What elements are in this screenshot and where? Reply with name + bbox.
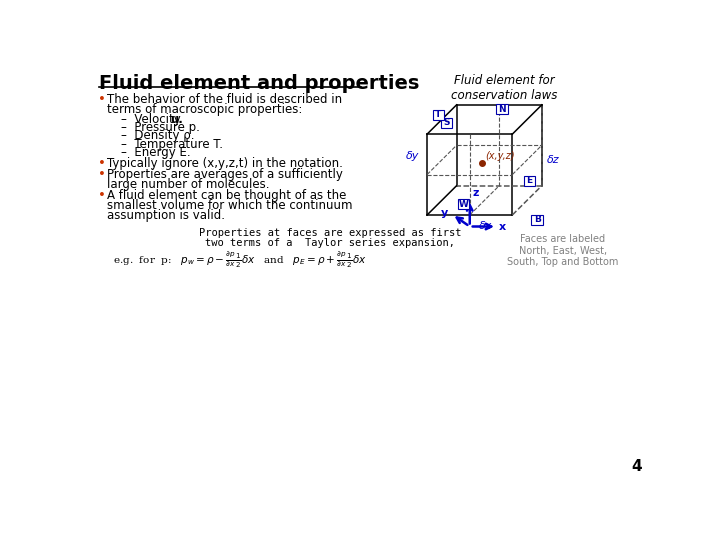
- Text: two terms of a  Taylor series expansion,: two terms of a Taylor series expansion,: [205, 238, 455, 248]
- Text: δz: δz: [546, 155, 559, 165]
- FancyBboxPatch shape: [458, 199, 469, 209]
- Text: δx: δx: [480, 221, 492, 231]
- Text: Properties at faces are expressed as first: Properties at faces are expressed as fir…: [199, 228, 462, 238]
- Text: S: S: [444, 118, 450, 127]
- Text: The behavior of the fluid is described in: The behavior of the fluid is described i…: [107, 92, 342, 105]
- Text: large number of molecules.: large number of molecules.: [107, 178, 269, 191]
- FancyBboxPatch shape: [433, 110, 444, 120]
- Text: •: •: [98, 189, 106, 202]
- FancyBboxPatch shape: [523, 176, 535, 186]
- FancyBboxPatch shape: [441, 118, 452, 127]
- Text: Properties are averages of a sufficiently: Properties are averages of a sufficientl…: [107, 168, 343, 181]
- Text: assumption is valid.: assumption is valid.: [107, 209, 225, 222]
- Text: A fluid element can be thought of as the: A fluid element can be thought of as the: [107, 189, 346, 202]
- Text: –  Density ρ.: – Density ρ.: [121, 130, 194, 143]
- Text: terms of macroscopic properties:: terms of macroscopic properties:: [107, 103, 302, 116]
- Text: –  Velocity: – Velocity: [121, 112, 184, 125]
- Text: •: •: [98, 168, 106, 181]
- Text: N: N: [498, 105, 506, 114]
- Text: Typically ignore (x,y,z,t) in the notation.: Typically ignore (x,y,z,t) in the notati…: [107, 157, 343, 170]
- Text: Fluid element for
conservation laws: Fluid element for conservation laws: [451, 74, 558, 102]
- Text: •: •: [98, 92, 106, 105]
- Text: δy: δy: [406, 151, 419, 161]
- Text: 4: 4: [631, 460, 642, 475]
- Text: y: y: [441, 208, 449, 218]
- Text: smallest volume for which the continuum: smallest volume for which the continuum: [107, 199, 353, 212]
- Text: E: E: [526, 176, 533, 185]
- Text: –  Temperature T.: – Temperature T.: [121, 138, 223, 151]
- Text: B: B: [534, 215, 541, 224]
- Text: e.g.  for  p:   $p_w = \rho - \frac{\partial p}{\partial x}\frac{1}{2}\delta x$ : e.g. for p: $p_w = \rho - \frac{\partial…: [113, 251, 367, 271]
- Text: –  Pressure p.: – Pressure p.: [121, 121, 200, 134]
- FancyBboxPatch shape: [497, 104, 508, 114]
- Text: –  Energy E.: – Energy E.: [121, 146, 191, 159]
- Text: u.: u.: [170, 112, 183, 125]
- Text: W: W: [459, 200, 469, 208]
- FancyBboxPatch shape: [531, 214, 543, 225]
- Text: Fluid element and properties: Fluid element and properties: [99, 74, 420, 93]
- Text: (x,y,z): (x,y,z): [485, 151, 515, 161]
- Text: T: T: [436, 110, 441, 119]
- Text: Faces are labeled
North, East, West,
South, Top and Bottom: Faces are labeled North, East, West, Sou…: [507, 234, 618, 267]
- Text: •: •: [98, 157, 106, 170]
- Text: x: x: [499, 221, 506, 232]
- Text: z: z: [472, 188, 479, 198]
